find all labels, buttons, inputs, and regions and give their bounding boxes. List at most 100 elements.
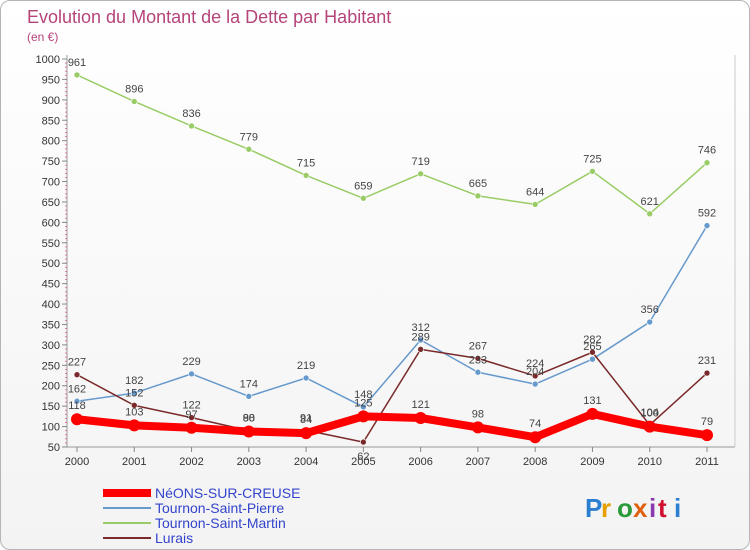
data-point — [474, 368, 482, 376]
y-tick-label: 600 — [42, 217, 60, 229]
x-tick-label: 2010 — [637, 456, 661, 468]
data-point — [701, 429, 713, 442]
data-point — [245, 145, 253, 153]
data-point — [360, 438, 367, 446]
chart-title: Evolution du Montant de la Dette par Hab… — [27, 7, 391, 27]
brand-letter: i — [649, 493, 656, 523]
data-point — [589, 355, 596, 363]
brand-letter: P — [585, 493, 602, 523]
data-point — [73, 397, 81, 405]
data-label: 961 — [68, 57, 86, 69]
y-tick-label: 950 — [42, 74, 60, 86]
y-tick-label: 50 — [48, 442, 60, 454]
data-point — [474, 192, 482, 200]
x-tick-label: 2005 — [351, 456, 375, 468]
data-label: 644 — [526, 186, 544, 198]
data-point — [188, 414, 195, 421]
data-point — [646, 318, 654, 326]
data-point — [703, 159, 711, 167]
brand-letter: t — [658, 493, 667, 523]
axes: 50 100 150 200 250 300 350 400 450 500 550 600 650 70… — [36, 54, 736, 468]
data-label: 148 — [354, 389, 372, 401]
data-point — [531, 201, 539, 208]
data-labels: 118 103 97 88 84 125 121 98 74 131 100 79 162 182 229 1… — [68, 57, 716, 463]
data-point — [417, 346, 424, 353]
data-point — [242, 425, 255, 438]
y-tick-label: 900 — [42, 95, 60, 107]
legend-entry: Tournon-Saint-Pierre — [155, 500, 284, 516]
data-label: 659 — [354, 180, 372, 192]
data-point — [357, 410, 370, 423]
series-line-3 — [76, 348, 708, 443]
legend: NéONS-SUR-CREUSETournon-Saint-PierreTour… — [103, 485, 300, 546]
y-tick-label: 1000 — [36, 54, 60, 66]
data-label: 118 — [68, 400, 86, 412]
data-label: 121 — [411, 399, 429, 411]
x-tick-label: 2011 — [695, 456, 719, 468]
data-point — [73, 71, 81, 79]
x-tick-label: 2006 — [408, 456, 432, 468]
data-point — [643, 420, 656, 433]
data-label: 97 — [185, 409, 197, 421]
data-point — [703, 369, 711, 377]
data-label: 779 — [240, 131, 258, 143]
data-label: 219 — [297, 360, 315, 372]
y-tick-label: 300 — [42, 340, 60, 352]
data-point — [360, 194, 367, 202]
data-label: 88 — [243, 412, 255, 424]
data-point — [703, 222, 711, 229]
x-tick-label: 2008 — [523, 456, 547, 468]
y-tick-label: 400 — [42, 299, 60, 311]
data-point — [529, 431, 542, 444]
data-point — [302, 374, 310, 382]
data-point — [646, 210, 654, 218]
legend-entry: Lurais — [155, 530, 193, 546]
y-tick-label: 850 — [42, 115, 60, 127]
data-label: 125 — [354, 397, 372, 409]
data-label: 233 — [469, 354, 487, 366]
data-point — [245, 393, 253, 400]
y-tick-label: 800 — [42, 136, 60, 148]
x-tick-label: 2003 — [237, 456, 261, 468]
data-label: 152 — [125, 387, 143, 399]
data-point — [130, 389, 138, 397]
data-label: 356 — [641, 304, 659, 316]
series-line-1 — [76, 224, 708, 408]
data-label: 204 — [526, 366, 544, 378]
x-tick-label: 2000 — [65, 456, 89, 468]
brand-letter: x — [633, 493, 648, 523]
data-label: 79 — [701, 416, 713, 428]
data-label: 103 — [125, 406, 143, 418]
data-point — [130, 98, 138, 105]
brand-letter: o — [617, 493, 633, 523]
data-point — [474, 355, 482, 362]
y-tick-label: 200 — [42, 381, 60, 393]
x-tick-label: 2009 — [580, 456, 604, 468]
data-label: 715 — [297, 157, 315, 169]
data-point — [531, 380, 539, 388]
data-point — [71, 413, 83, 426]
data-label: 182 — [125, 375, 143, 387]
y-tick-label: 700 — [42, 177, 60, 189]
y-tick-label: 250 — [42, 360, 60, 372]
data-label: 289 — [411, 331, 429, 343]
data-label: 836 — [182, 108, 200, 120]
data-label: 312 — [411, 322, 429, 334]
data-label: 100 — [641, 408, 659, 420]
data-label: 725 — [583, 153, 601, 165]
legend-entry: NéONS-SUR-CREUSE — [155, 485, 300, 501]
data-label: 282 — [583, 334, 601, 346]
y-tick-label: 550 — [42, 238, 60, 250]
y-tick-label: 150 — [42, 401, 60, 413]
data-point — [417, 336, 424, 344]
data-point — [302, 172, 310, 179]
data-label: 90 — [243, 413, 255, 425]
data-point — [417, 170, 424, 178]
data-label: 224 — [526, 358, 544, 370]
y-tick-label: 650 — [42, 197, 60, 209]
series-line-0 — [73, 409, 711, 442]
data-label: 104 — [641, 407, 659, 419]
data-point — [300, 427, 313, 440]
